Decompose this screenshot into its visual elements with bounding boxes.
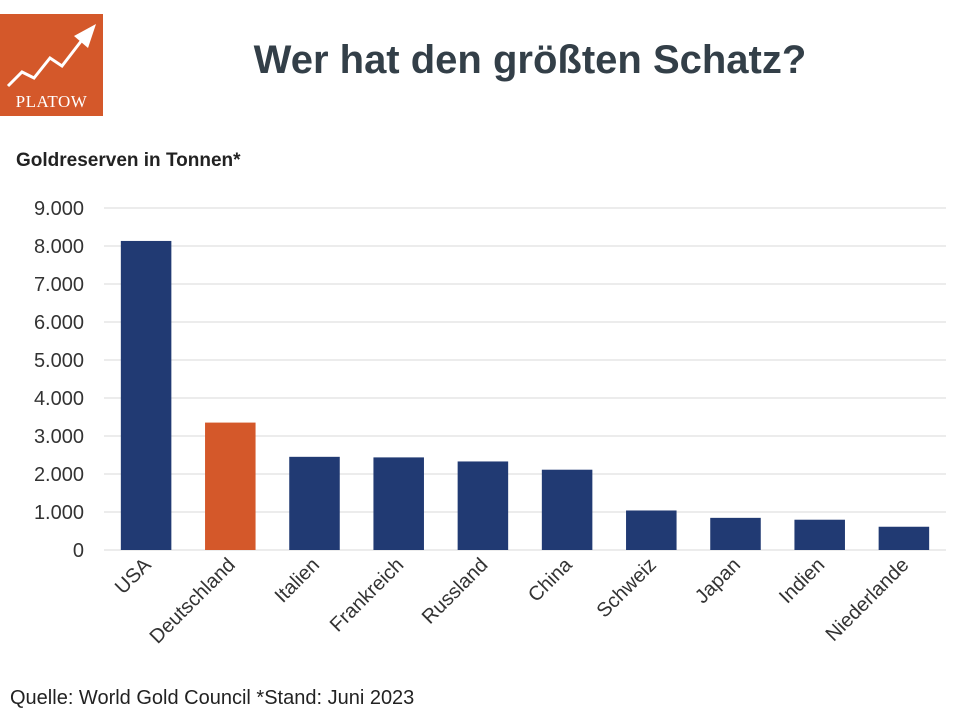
x-tick-label: China	[524, 553, 577, 606]
bar	[710, 517, 761, 550]
bar	[289, 456, 340, 550]
x-tick-label: Russland	[418, 554, 493, 629]
y-tick-label: 6.000	[34, 312, 84, 334]
x-tick-label: Schweiz	[593, 554, 661, 622]
x-tick-label: Deutschland	[146, 554, 240, 648]
bar	[878, 526, 930, 550]
bar	[120, 240, 172, 551]
y-tick-label: 4.000	[34, 388, 84, 410]
bar	[541, 469, 593, 550]
bar-chart: 0 1.000 2.000 3.000 4.000 5.000 6.000 7.000 8.00…	[34, 198, 946, 648]
platow-logo: PLATOW	[0, 14, 103, 116]
y-tick-label: 7.000	[34, 274, 84, 296]
chart-subtitle: Goldreserven in Tonnen*	[16, 150, 241, 171]
x-tick-label: Niederlande	[822, 554, 914, 646]
bar	[205, 422, 256, 550]
y-tick-label: 8.000	[34, 236, 84, 258]
x-tick-label: Indien	[775, 554, 829, 608]
x-tick-label: Italien	[271, 554, 324, 607]
bar	[626, 510, 677, 550]
logo-text: PLATOW	[15, 92, 88, 111]
x-tick-label: Frankreich	[326, 554, 408, 636]
x-tick-label: USA	[111, 554, 156, 599]
y-tick-label: 5.000	[34, 350, 84, 372]
y-tick-label: 1.000	[34, 502, 84, 524]
y-tick-label: 2.000	[34, 464, 84, 486]
y-tick-label: 0	[73, 540, 84, 562]
x-tick-label: Japan	[691, 554, 745, 608]
y-tick-label: 9.000	[34, 198, 84, 220]
bar	[373, 457, 424, 550]
source-note: Quelle: World Gold Council *Stand: Juni …	[10, 687, 415, 709]
bar	[794, 519, 845, 550]
bar	[457, 461, 509, 550]
trend-arrow-icon	[6, 24, 96, 88]
y-tick-label: 3.000	[34, 426, 84, 448]
page-title: Wer hat den größten Schatz?	[253, 38, 807, 82]
